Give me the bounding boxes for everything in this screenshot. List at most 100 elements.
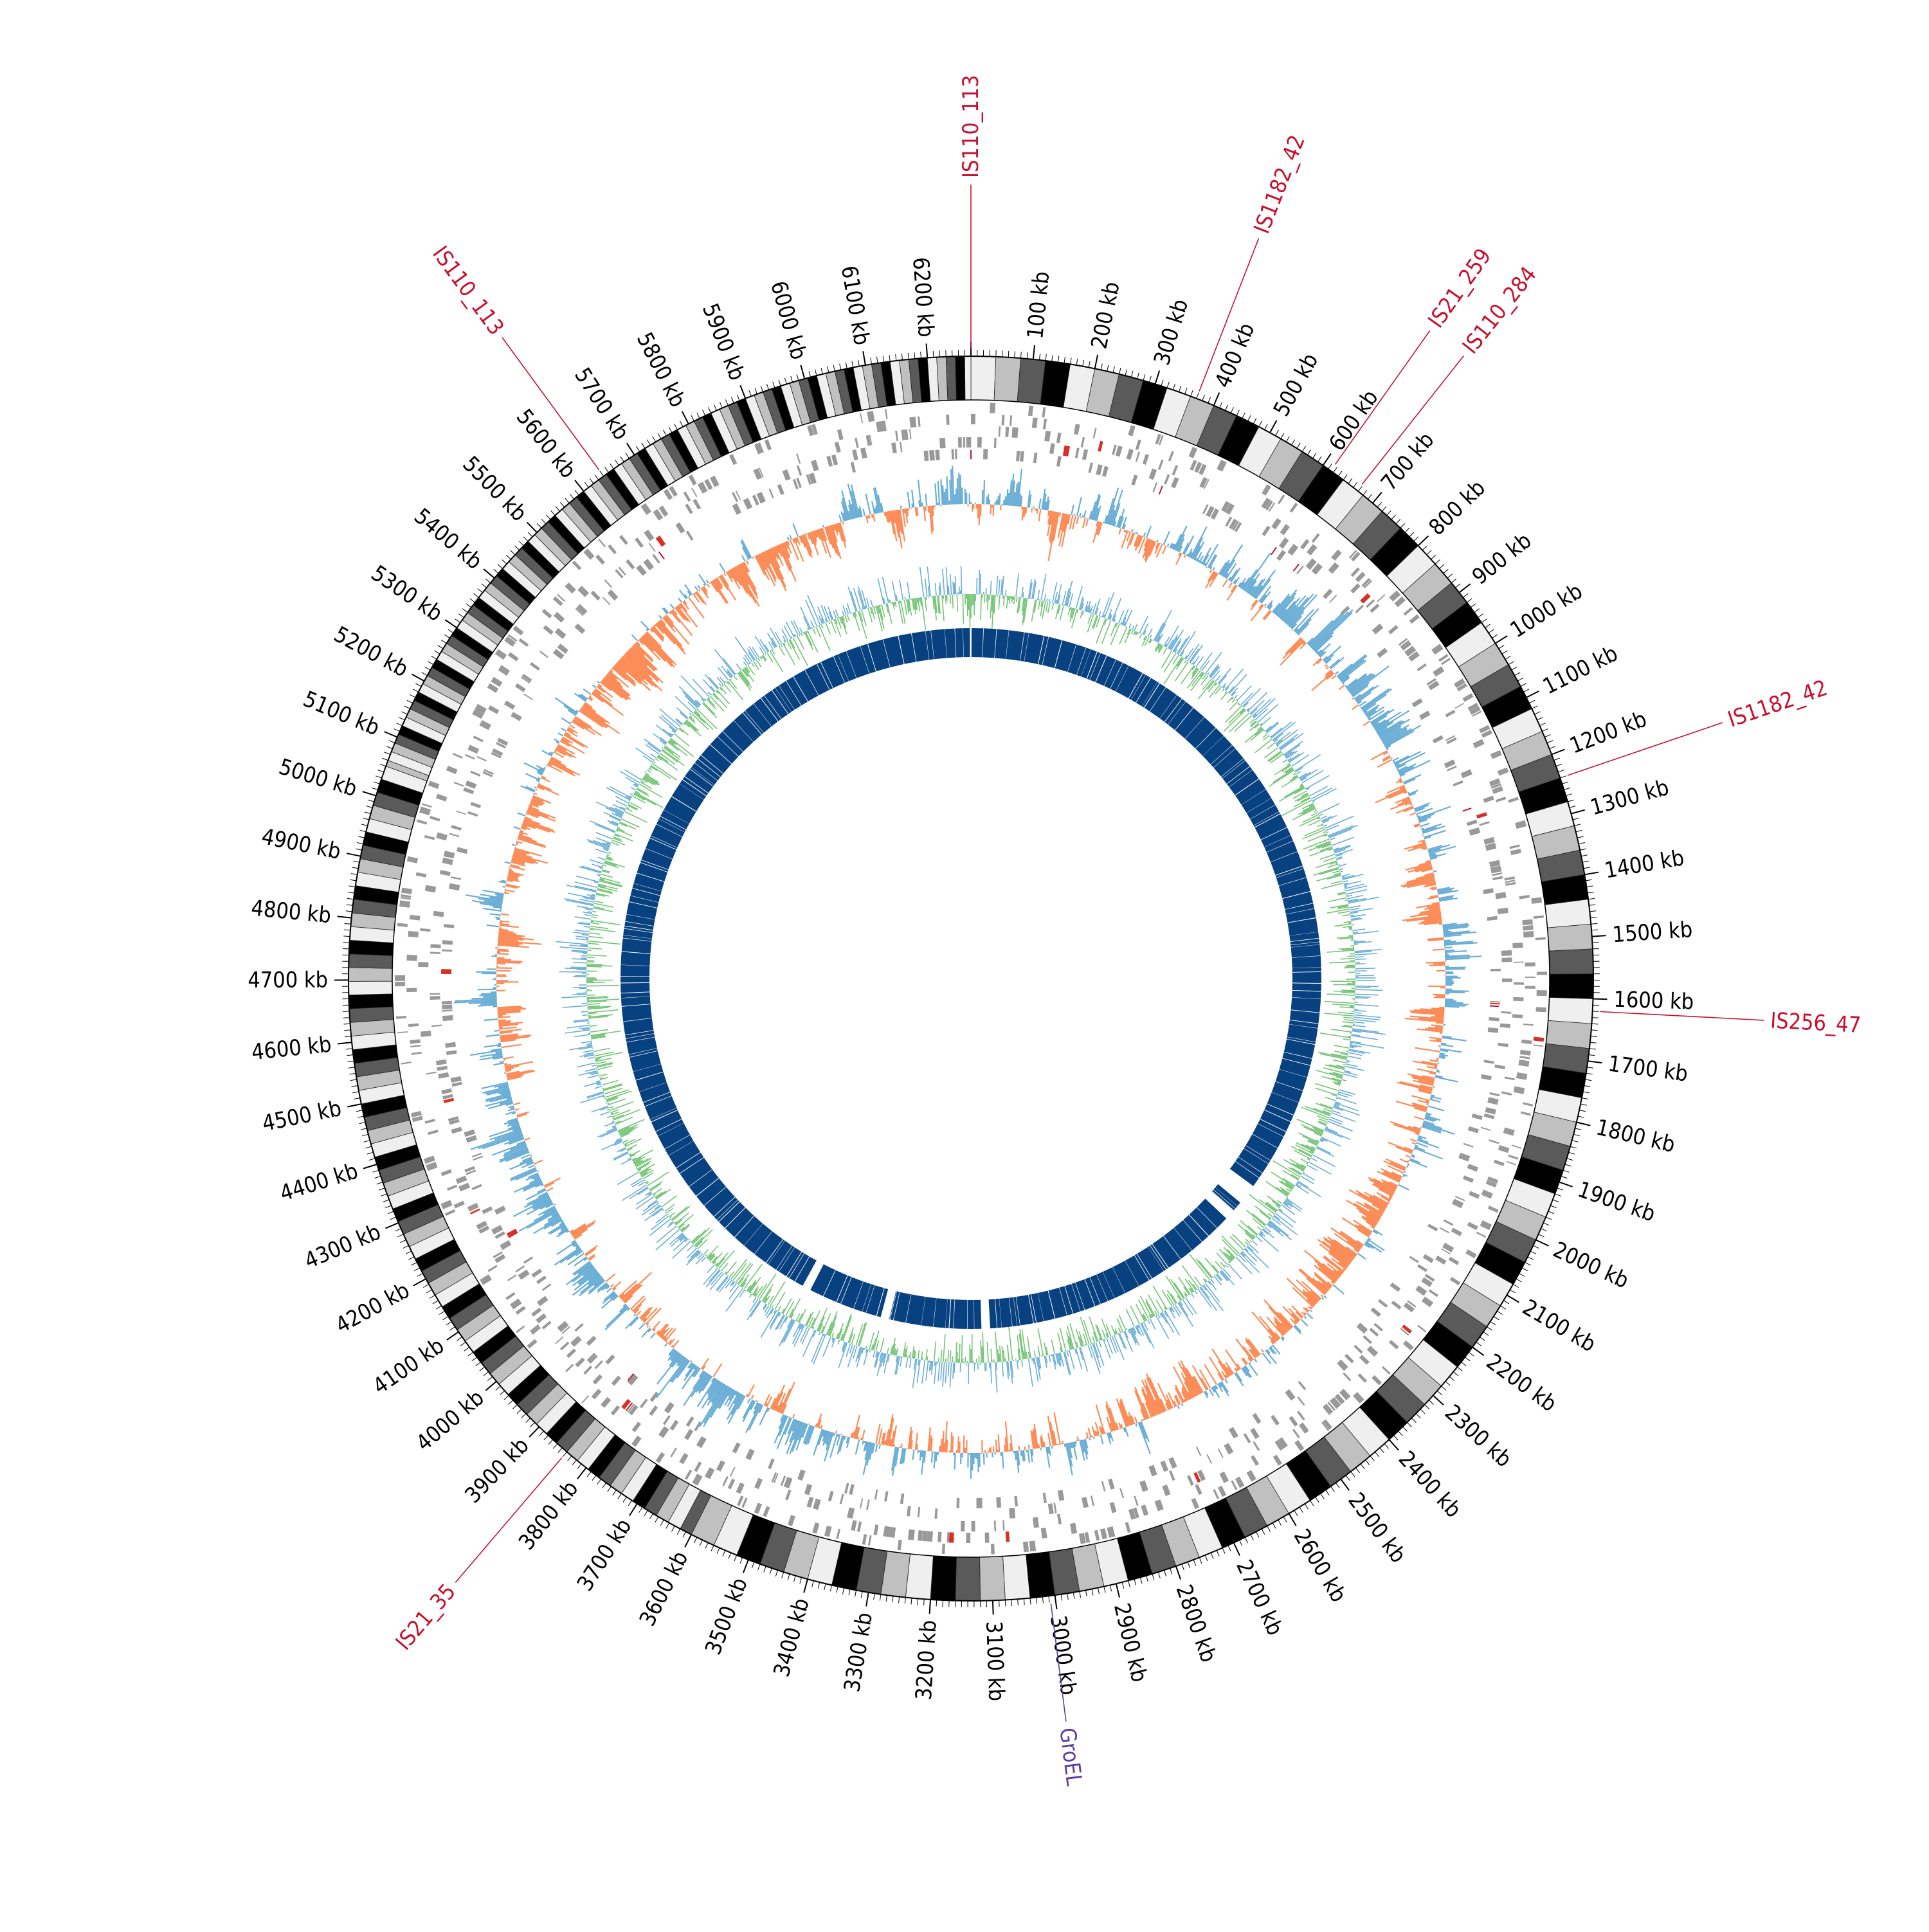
gene-tile <box>966 437 972 447</box>
gene-tile <box>451 825 462 831</box>
gene-tile <box>1514 962 1524 963</box>
gene-tile <box>797 1469 805 1481</box>
gene-tile <box>840 1494 844 1504</box>
ideogram-band <box>1548 997 1593 1024</box>
ideogram-band <box>964 356 971 400</box>
gene-tile <box>1063 446 1070 456</box>
minor-tick <box>1173 384 1175 390</box>
gene-tile <box>852 449 858 460</box>
minor-tick <box>1228 1546 1231 1551</box>
minor-tick <box>1211 1553 1213 1558</box>
minor-tick <box>936 1600 937 1607</box>
gene-tile <box>401 888 412 894</box>
minor-tick <box>1002 350 1003 357</box>
minor-tick <box>1399 1431 1403 1436</box>
minor-tick <box>385 752 390 755</box>
gene-tile <box>464 1130 475 1137</box>
minor-tick <box>1297 443 1300 449</box>
minor-tick <box>1556 764 1562 766</box>
minor-tick <box>818 1582 819 1589</box>
minor-tick <box>584 482 588 487</box>
minor-tick <box>666 1523 669 1529</box>
gene-tile <box>1492 876 1503 881</box>
gene-tile <box>1002 1520 1004 1530</box>
minor-tick <box>1326 1490 1330 1495</box>
gene-tile <box>632 1422 641 1432</box>
minor-tick <box>1104 1587 1105 1593</box>
major-tick <box>385 732 397 737</box>
gene-tile <box>1345 1354 1354 1364</box>
minor-tick <box>1278 1520 1281 1526</box>
gene-tile <box>602 597 610 605</box>
minor-tick <box>553 1444 557 1449</box>
gene-tile <box>1350 583 1361 593</box>
gene-tile <box>1446 737 1456 745</box>
minor-tick <box>1427 550 1431 555</box>
gene-tile <box>523 1256 533 1263</box>
gene-tile <box>412 1052 422 1055</box>
gene-tile <box>542 1283 552 1291</box>
gene-tile <box>1518 1060 1529 1067</box>
gene-tile <box>424 835 435 840</box>
gene-tile <box>477 756 487 762</box>
major-tick <box>1176 1566 1181 1580</box>
gene-tile <box>1250 1428 1259 1439</box>
gene-tile <box>937 1532 941 1542</box>
gene-tile <box>436 833 448 841</box>
minor-tick <box>605 467 609 473</box>
gene-tile <box>686 530 694 541</box>
gene-tile <box>1483 1060 1494 1063</box>
gene-tile <box>1280 524 1289 536</box>
gene-tile <box>1300 539 1309 549</box>
position-label: 100 kb <box>1022 270 1055 340</box>
minor-tick <box>1197 393 1199 399</box>
gene-tile <box>1489 1092 1499 1097</box>
gene-tile <box>1444 1220 1454 1226</box>
position-label: 5600 kb <box>511 404 581 483</box>
gene-tile <box>806 1497 813 1508</box>
insertion-label: IS1182_42 <box>1725 675 1831 733</box>
minor-tick <box>1425 1405 1429 1409</box>
minor-tick <box>403 1245 409 1248</box>
minor-tick <box>1442 1386 1447 1391</box>
minor-tick <box>352 1086 358 1087</box>
minor-tick <box>1343 474 1347 480</box>
position-label: 1300 kb <box>1588 775 1672 821</box>
minor-tick <box>1370 1456 1374 1461</box>
gene-tile <box>1503 1128 1515 1136</box>
minor-tick <box>1202 395 1205 401</box>
gene-tile <box>1354 1345 1363 1354</box>
gene-tile <box>1285 1389 1295 1401</box>
minor-tick <box>482 584 487 588</box>
gene-tile <box>1476 1232 1487 1238</box>
minor-tick <box>512 1405 517 1409</box>
gene-tile <box>1251 1455 1259 1466</box>
minor-tick <box>1042 1597 1043 1603</box>
gene-tile <box>1451 1228 1462 1236</box>
gene-tile <box>1094 1530 1100 1541</box>
position-label: 6000 kb <box>765 278 811 363</box>
minor-tick <box>1143 374 1145 381</box>
minor-tick <box>1027 352 1028 359</box>
gene-tile <box>860 447 867 458</box>
gene-tile <box>1112 444 1117 455</box>
major-tick <box>863 351 865 365</box>
minor-tick <box>526 1418 530 1423</box>
gene-tile <box>1134 1495 1138 1506</box>
gene-tile <box>1219 1472 1229 1483</box>
gc-content-below <box>586 594 1355 1363</box>
minor-tick <box>1570 806 1576 808</box>
position-label: 3800 kb <box>514 1476 584 1555</box>
minor-tick <box>717 1548 720 1554</box>
gene-tile <box>663 1415 671 1425</box>
gene-tile <box>909 429 912 439</box>
minor-tick <box>1294 1510 1298 1516</box>
gene-tile <box>456 1176 467 1184</box>
gene-tile <box>1514 982 1524 985</box>
gene-tile <box>1490 750 1502 759</box>
gene-tile <box>1273 1455 1282 1466</box>
minor-tick <box>1530 1251 1536 1254</box>
minor-tick <box>441 640 447 643</box>
ideogram-band <box>946 356 956 400</box>
